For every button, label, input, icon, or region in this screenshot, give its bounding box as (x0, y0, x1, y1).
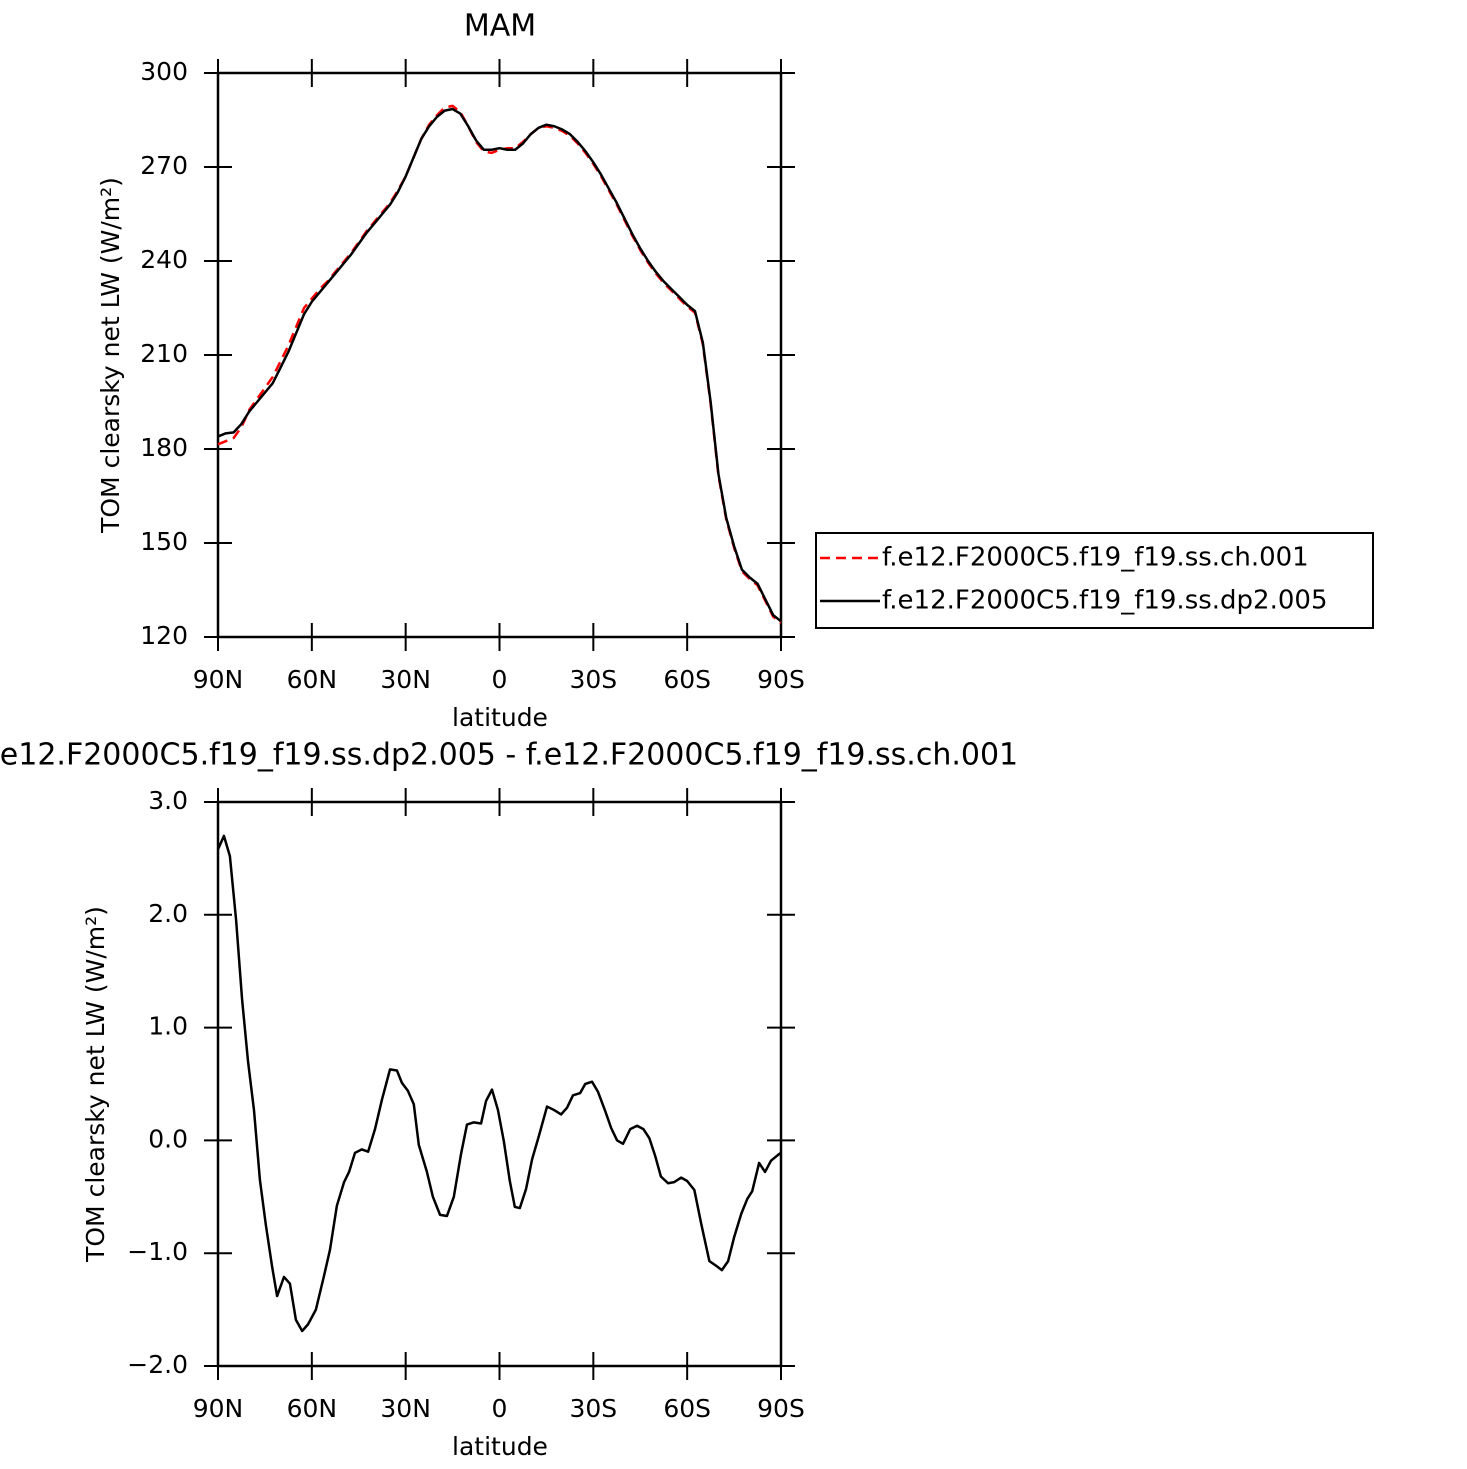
y-tick-label: 1.0 (148, 1012, 188, 1041)
y-tick-label: 210 (140, 339, 188, 368)
y-tick-label: 270 (140, 151, 188, 180)
y-tick-label: 3.0 (148, 786, 188, 815)
x-tick-label: 30N (380, 1394, 431, 1423)
y-tick-label: −1.0 (127, 1237, 188, 1266)
legend-label: f.e12.F2000C5.f19_f19.ss.ch.001 (882, 543, 1309, 573)
x-tick-label: 0 (492, 1394, 508, 1423)
x-tick-label: 30N (380, 665, 431, 694)
x-tick-label: 60N (287, 1394, 338, 1423)
plot-frame (216, 71, 783, 639)
x-tick-label: 60N (287, 665, 338, 694)
plot-frame (216, 800, 783, 1368)
x-tick-label: 30S (569, 665, 617, 694)
chart-title: MAM (464, 9, 536, 44)
x-tick-label: 60S (663, 665, 711, 694)
y-tick-label: 180 (140, 433, 188, 462)
chart-title: f.e12.F2000C5.f19_f19.ss.dp2.005 - f.e12… (0, 738, 1018, 773)
x-tick-label: 90S (757, 1394, 805, 1423)
x-axis-label: latitude (452, 1432, 548, 1461)
data-line (217, 107, 782, 623)
x-tick-label: 0 (492, 665, 508, 694)
legend-box (815, 532, 1374, 629)
x-tick-label: 60S (663, 1394, 711, 1423)
x-axis-label: latitude (452, 703, 548, 732)
y-tick-label: 150 (140, 527, 188, 556)
data-line (216, 834, 782, 1333)
legend-label: f.e12.F2000C5.f19_f19.ss.dp2.005 (882, 586, 1328, 616)
x-tick-label: 90N (193, 1394, 244, 1423)
x-tick-label: 90N (193, 665, 244, 694)
x-tick-label: 90S (757, 665, 805, 694)
y-axis-label: TOM clearsky net LW (W/m²) (81, 906, 110, 1263)
y-axis-label: TOM clearsky net LW (W/m²) (96, 177, 125, 534)
y-tick-label: 0.0 (148, 1124, 188, 1153)
data-line (217, 104, 782, 624)
y-tick-label: 300 (140, 57, 188, 86)
y-tick-label: 120 (140, 621, 188, 650)
legend: f.e12.F2000C5.f19_f19.ss.ch.001 f.e12.F20… (815, 532, 1374, 629)
y-tick-label: 2.0 (148, 899, 188, 928)
y-tick-label: 240 (140, 245, 188, 274)
x-tick-label: 30S (569, 1394, 617, 1423)
y-tick-label: −2.0 (127, 1350, 188, 1379)
